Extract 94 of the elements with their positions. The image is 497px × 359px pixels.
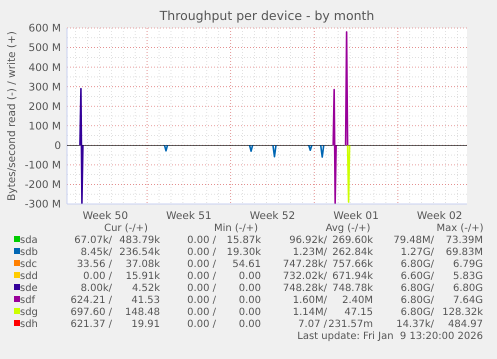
text: 697.60 / <box>70 307 113 318</box>
text: Max (-/+) <box>436 223 484 234</box>
legend-label: sdf <box>20 295 36 306</box>
text: 0.00 / <box>187 259 217 270</box>
text: 6.80G/ <box>400 295 435 306</box>
text: 15.91k <box>126 271 160 282</box>
text: 6.60G/ <box>400 271 435 282</box>
text: 5.83G <box>452 271 483 282</box>
text: 148.48 <box>125 307 160 318</box>
chart-title: Throughput per device - by month <box>158 8 374 23</box>
text: 8.00k/ <box>80 283 113 294</box>
text: 6.80G/ <box>400 283 435 294</box>
text: 37.08k <box>126 259 160 270</box>
text: 33.56 / <box>76 259 113 270</box>
text: 7.07 / <box>298 319 328 330</box>
text: 41.53 <box>131 295 160 306</box>
y-axis-title: Bytes/second read (-) / write (+) <box>6 31 18 201</box>
text: 0.00 <box>238 307 261 318</box>
y-tick-label: 0 <box>54 140 61 152</box>
text: 262.84k <box>332 247 374 258</box>
text: 1.60M/ <box>292 295 328 306</box>
text: 621.37 / <box>70 319 113 330</box>
text: 624.21 / <box>70 295 113 306</box>
text: 14.37k/ <box>396 319 435 330</box>
text: 54.61 <box>232 259 261 270</box>
text: 6.80G/ <box>400 307 435 318</box>
y-tick-label: 300 M <box>28 81 61 94</box>
text: 231.57m <box>328 319 373 330</box>
x-tick-label: Week 01 <box>333 210 379 222</box>
legend-label: sdd <box>20 271 38 282</box>
y-tick-label: 600 M <box>28 22 61 35</box>
text: 1.14M/ <box>292 307 328 318</box>
text: 1.23M/ <box>292 247 328 258</box>
legend-label: sdh <box>20 319 38 330</box>
text: Avg (-/+) <box>326 223 371 234</box>
text: 2.40M <box>342 295 373 306</box>
text: 15.87k <box>226 235 262 246</box>
text: 0.00 <box>238 283 261 294</box>
y-tick-label: 400 M <box>28 62 61 74</box>
text: 483.79k <box>119 235 160 246</box>
text: 8.45k/ <box>80 247 113 258</box>
text: 0.00 <box>238 319 261 330</box>
text: 0.00 / <box>187 235 217 246</box>
x-tick-label: Week 51 <box>166 210 212 222</box>
text: 748.78k <box>332 283 374 294</box>
text: 67.07k/ <box>74 235 113 246</box>
text: Min (-/+) <box>214 223 258 234</box>
text: Last update: Fri Jan 9 13:20:00 2026 <box>297 331 483 342</box>
text: 19.30k <box>226 247 262 258</box>
text: 6.79G <box>452 259 483 270</box>
legend-label: sdg <box>20 307 38 318</box>
text: 19.91 <box>131 319 160 330</box>
text: 0.00 / <box>187 271 217 282</box>
text: 7.64G <box>452 295 483 306</box>
y-tick-label: -100 M <box>24 160 61 172</box>
text: 757.66k <box>332 259 374 270</box>
x-tick-label: Week 52 <box>250 210 296 222</box>
text: 73.39M <box>446 235 483 246</box>
text: 0.00 <box>238 271 261 282</box>
text: 747.28k/ <box>282 259 328 270</box>
y-tick-label: -200 M <box>24 179 61 192</box>
text: 69.83M <box>446 247 483 258</box>
legend-label: sdb <box>20 247 38 258</box>
x-tick-label: Week 02 <box>416 210 462 222</box>
text: 0.00 / <box>187 307 217 318</box>
text: 732.02k/ <box>282 271 328 282</box>
text: 0.00 <box>238 295 261 306</box>
text: 6.80G <box>452 283 483 294</box>
text: 128.32k <box>442 307 484 318</box>
y-tick-label: 200 M <box>28 100 61 113</box>
text: Cur (-/+) <box>104 223 148 234</box>
text: 748.28k/ <box>282 283 328 294</box>
text: 4.52k <box>132 283 160 294</box>
y-tick-label: 500 M <box>28 42 61 54</box>
text: 96.92k/ <box>289 235 328 246</box>
legend-label: sde <box>20 283 38 294</box>
text: 0.00 / <box>187 283 217 294</box>
text: 671.94k <box>332 271 374 282</box>
y-tick-label: -300 M <box>24 198 61 211</box>
x-tick-label: Week 50 <box>82 210 128 222</box>
text: 6.80G/ <box>400 259 435 270</box>
text: 236.54k <box>119 247 160 258</box>
text: 0.00 / <box>187 247 217 258</box>
text: 0.00 / <box>83 271 113 282</box>
legend-label: sda <box>20 235 38 246</box>
y-tick-label: 100 M <box>28 120 61 132</box>
text: 0.00 / <box>187 295 217 306</box>
text: 79.48M/ <box>393 235 435 246</box>
text: 47.15 <box>344 307 373 318</box>
text: 269.60k <box>332 235 374 246</box>
text: 0.00 / <box>187 319 217 330</box>
text: 1.27G/ <box>400 247 435 258</box>
text: 484.97 <box>448 319 483 330</box>
legend-label: sdc <box>20 259 38 270</box>
